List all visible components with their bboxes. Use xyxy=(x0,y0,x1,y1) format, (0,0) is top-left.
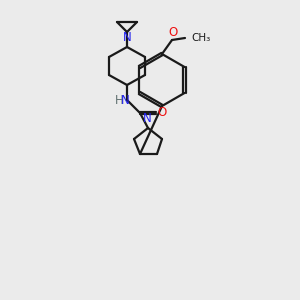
Text: N: N xyxy=(121,94,129,106)
Text: O: O xyxy=(168,26,178,39)
Text: O: O xyxy=(158,106,166,118)
Text: CH₃: CH₃ xyxy=(191,33,210,43)
Text: N: N xyxy=(142,112,152,125)
Text: N: N xyxy=(123,31,131,44)
Text: H: H xyxy=(115,94,123,106)
